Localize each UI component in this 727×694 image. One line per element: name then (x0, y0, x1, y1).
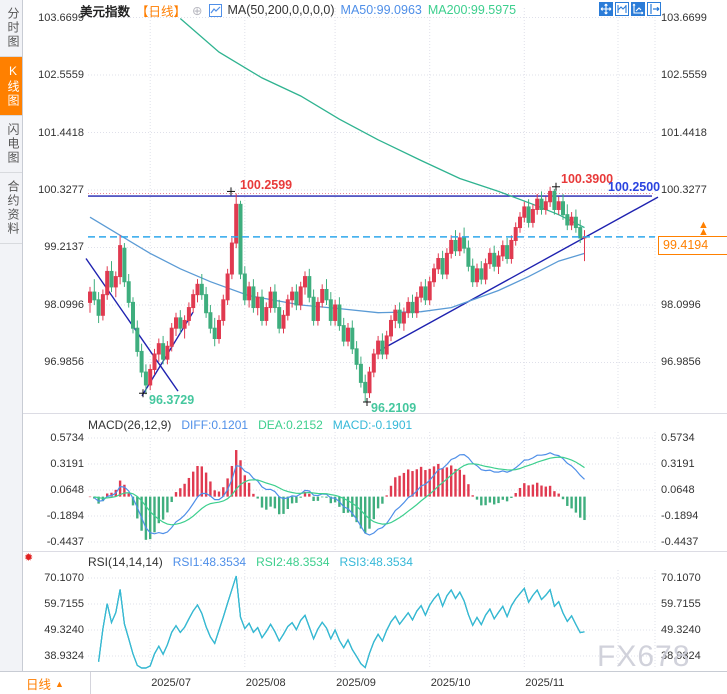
axis-tick-label: 96.9856 (661, 356, 701, 369)
axis-tick-label: 98.0996 (44, 298, 84, 311)
indicator-flash-icon[interactable]: ✹ (24, 552, 34, 564)
sidebar-tab-3[interactable]: 合约资料 (0, 173, 22, 244)
axis-tick-label: 0.5734 (661, 432, 695, 444)
macd-rsi-separator (22, 551, 727, 552)
axis-tick-label: 49.3240 (661, 624, 701, 636)
axis-tick-label: 0.3191 (50, 458, 84, 470)
main-macd-separator (22, 413, 727, 414)
sidebar-tab-0[interactable]: 分时图 (0, 0, 22, 57)
price-up-arrow-icon: ▲ ▲ (698, 219, 709, 238)
axis-tick-label: 103.6699 (38, 11, 84, 24)
axis-tick-label: 0.5734 (50, 432, 84, 444)
rsi-title: RSI(14,14,14) (88, 555, 163, 569)
axis-tick-label: -0.1894 (661, 509, 699, 522)
symbol-name: 美元指数 (80, 4, 131, 19)
axis-tick-label: 96.9856 (44, 356, 84, 369)
period-selector-tab[interactable]: 日线 ▲ (0, 672, 91, 694)
bottom-time-axis-bar: 日线 ▲ 2025/07 2025/08 2025/09 2025/10 2025/11 (0, 671, 727, 694)
rsi-header: RSI(14,14,14) RSI1:48.3534 RSI2:48.3534 … (88, 555, 413, 569)
last-price-badge: 99.4194 (658, 236, 727, 255)
chart-header: 美元指数 【日线】 ⊕ MA(50,200,0,0,0,0) MA50:99.0… (80, 2, 517, 19)
period-tag[interactable]: 【日线】 (136, 4, 187, 19)
time-axis-label: 2025/07 (151, 677, 191, 689)
axis-tick-label: 101.4418 (661, 126, 707, 139)
axis-tick-label: 0.0648 (50, 484, 84, 496)
dea-value: DEA:0.2152 (258, 418, 323, 432)
axis-tick-label: 102.5559 (38, 69, 84, 81)
axis-tick-label: 70.1070 (661, 571, 701, 584)
macd-title: MACD(26,12,9) (88, 418, 172, 432)
price-annotation: 100.3900 (561, 172, 613, 186)
axis-tick-label: -0.4437 (661, 535, 699, 548)
time-axis-label: 2025/09 (336, 677, 376, 689)
period-label: 日线 (26, 678, 52, 692)
axis-tick-label: 101.4418 (38, 126, 84, 139)
rsi1-value: RSI1:48.3534 (172, 555, 247, 569)
link-icon[interactable]: ⊕ (192, 3, 203, 18)
axis-tick-label: 102.5559 (661, 69, 707, 81)
ma50-value: MA50:99.0963 (340, 3, 422, 17)
time-axis-label: 2025/08 (245, 677, 286, 689)
macd-value: MACD:-0.1901 (332, 418, 413, 432)
axis-tick-label: 100.3277 (38, 184, 84, 196)
axis-tick-label: 49.3240 (44, 624, 84, 636)
axis-tick-label: 70.1070 (44, 571, 84, 584)
axis-tick-label: 38.9324 (661, 650, 701, 662)
axis-tick-label: 0.0648 (661, 484, 695, 496)
price-annotation: 96.3729 (149, 393, 194, 407)
ma-chart-icon[interactable] (208, 3, 222, 17)
axis-tick-label: 103.6699 (661, 11, 707, 24)
axis-tick-label: 0.3191 (661, 458, 695, 470)
price-annotation: 100.2500 (608, 180, 660, 194)
price-annotation: 96.2109 (371, 401, 416, 415)
axis-tick-label: -0.4437 (46, 535, 84, 548)
period-arrow-icon: ▲ (55, 678, 64, 689)
ma200-value: MA200:99.5975 (427, 3, 517, 17)
time-axis-label: 2025/11 (525, 677, 565, 689)
axis-tick-label: 59.7155 (661, 597, 701, 610)
price-annotation: 100.2599 (240, 178, 292, 192)
axis-tick-label: 38.9324 (44, 650, 84, 662)
sidebar-tab-1[interactable]: K线图 (0, 57, 22, 116)
rsi2-value: RSI2:48.3534 (256, 555, 330, 569)
axis-tick-label: 99.2137 (44, 241, 84, 254)
macd-header: MACD(26,12,9) DIFF:0.1201 DEA:0.2152 MAC… (88, 418, 412, 432)
sidebar-tab-2[interactable]: 闪电图 (0, 116, 22, 173)
sidebar: 分时图 K线图 闪电图 合约资料 (0, 0, 23, 671)
ma-params-label: MA(50,200,0,0,0,0) (227, 3, 335, 17)
chart-toolbar (599, 2, 661, 16)
rsi3-value: RSI3:48.3534 (339, 555, 413, 569)
pan-icon[interactable] (599, 2, 613, 16)
axis-tick-label: -0.1894 (46, 509, 84, 522)
axis-tick-label: 100.3277 (661, 184, 707, 196)
time-axis-label: 2025/10 (430, 677, 471, 689)
zoom-range-icon[interactable] (615, 2, 629, 16)
axis-scale-icon[interactable] (631, 2, 645, 16)
watermark: FX678 (597, 640, 691, 673)
diff-value: DIFF:0.1201 (181, 418, 249, 432)
axis-tick-label: 98.0996 (661, 298, 701, 311)
export-icon[interactable] (647, 2, 661, 16)
axis-tick-label: 59.7155 (44, 597, 84, 610)
